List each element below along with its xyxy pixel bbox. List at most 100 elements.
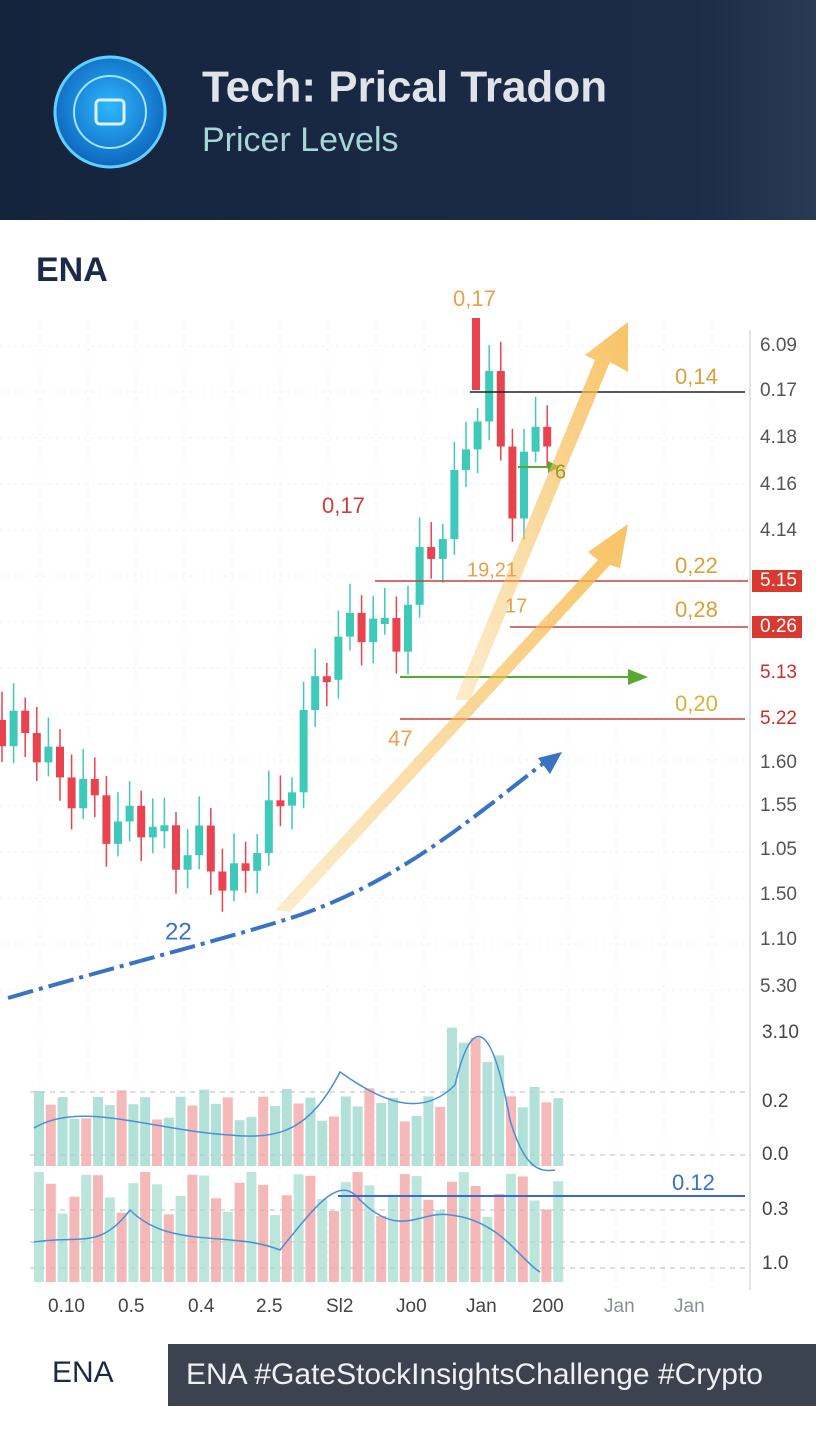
volume-bar	[352, 1172, 363, 1282]
volume-bar	[293, 1103, 304, 1166]
trend-arrow	[275, 524, 628, 912]
annotation: 0,28	[675, 597, 718, 622]
candle-body	[183, 855, 192, 870]
candle-body	[438, 538, 447, 559]
volume-bar	[517, 1107, 528, 1166]
candle-body	[56, 746, 64, 778]
x-axis-label: Jan	[674, 1296, 705, 1317]
volume-bar	[34, 1091, 44, 1166]
annotation: 22	[165, 918, 192, 945]
candle-body	[380, 618, 389, 625]
footer-bar	[168, 1344, 816, 1406]
volume-bar	[163, 1117, 174, 1166]
candle-body	[496, 371, 505, 447]
candle-body	[485, 371, 494, 422]
candle-body	[90, 778, 99, 796]
volume-bar	[246, 1172, 257, 1282]
volume-bar	[364, 1185, 375, 1282]
volume-bar	[270, 1105, 280, 1166]
volume-bar	[116, 1090, 127, 1166]
x-axis-label: 2.5	[256, 1296, 282, 1317]
candle-body	[357, 612, 366, 643]
annotation: 6	[555, 461, 566, 483]
x-axis-label: 0.10	[48, 1296, 85, 1317]
x-axis-label: 0.4	[188, 1296, 215, 1317]
volume-bar	[152, 1119, 162, 1166]
candle-body	[311, 676, 320, 710]
volume-line	[33, 1035, 556, 1172]
volume-bar	[470, 1186, 481, 1282]
volume-bar	[388, 1194, 398, 1282]
volume-bar	[447, 1181, 457, 1282]
volume-bar	[376, 1215, 387, 1282]
candle-body	[195, 825, 204, 856]
candle-body	[369, 618, 378, 643]
candle-body	[276, 800, 285, 807]
volume-bar	[482, 1216, 493, 1282]
x-axis-label: Sl2	[326, 1296, 353, 1317]
volume-bar	[57, 1213, 68, 1282]
label-box	[752, 570, 802, 592]
volume-bar	[258, 1184, 269, 1282]
volume-bar	[411, 1176, 422, 1282]
candle-body	[253, 853, 262, 871]
candle-body	[543, 426, 552, 447]
candle-body	[102, 795, 111, 844]
price-axis-label: 5.13	[760, 662, 797, 683]
volume-bar	[340, 1096, 351, 1166]
volume-bar	[57, 1097, 68, 1166]
volume-bar	[506, 1096, 516, 1166]
volume-bar	[175, 1096, 186, 1166]
volume-bar	[116, 1212, 127, 1282]
volume-bar	[435, 1210, 446, 1282]
x-axis-label: 0.5	[118, 1296, 144, 1317]
price-axis-label: 1.05	[760, 839, 797, 860]
volume-bar	[529, 1200, 540, 1282]
price-axis-label: 5.15	[760, 570, 797, 591]
volume-bar	[69, 1118, 80, 1166]
annotation: 19,21	[467, 559, 517, 581]
candle-body	[114, 821, 122, 844]
price-axis-label: 5.22	[760, 708, 797, 729]
annotation: 17	[505, 595, 527, 617]
volume-bar	[93, 1175, 103, 1282]
volume-bar	[45, 1104, 56, 1166]
candle-body	[404, 604, 412, 652]
x-axis-label: Jo0	[396, 1296, 427, 1317]
volume-bar	[482, 1062, 493, 1166]
annotation: 0.12	[672, 1170, 715, 1195]
volume-bar	[553, 1098, 564, 1166]
candle-body	[520, 451, 528, 519]
volume-bar	[529, 1086, 540, 1166]
title: Tech: Prical Tradon	[202, 63, 607, 112]
volume-bar	[93, 1096, 103, 1166]
volume-bar	[376, 1103, 387, 1166]
label-box	[752, 616, 802, 638]
logo-icon-glyph	[94, 98, 126, 126]
volume-bar	[104, 1105, 115, 1166]
candle-body	[9, 710, 18, 747]
price-axis-label: 1.60	[760, 752, 797, 773]
volume-bar	[399, 1121, 410, 1166]
volume-bar	[81, 1118, 92, 1166]
volume-bar	[104, 1197, 115, 1282]
volume-axis-label: 0.0	[762, 1144, 788, 1165]
candle-body	[67, 777, 76, 809]
price-axis-label: 0.26	[760, 616, 797, 637]
x-axis-label: Jan	[604, 1296, 635, 1317]
volume-bar	[388, 1097, 398, 1166]
arrow-head	[628, 669, 648, 685]
volume-bar	[494, 1193, 505, 1282]
footer-tags: ENA #GateStockInsightsChallenge #Crypto	[186, 1358, 763, 1391]
arrow-head	[538, 752, 562, 774]
candle-body	[473, 421, 482, 450]
candle-body	[346, 612, 354, 637]
volume-bar	[152, 1184, 162, 1282]
candle-body	[148, 826, 157, 838]
volume-bar	[517, 1176, 528, 1282]
volume-bar	[234, 1182, 245, 1282]
candle-body	[531, 426, 540, 452]
volume-bar	[411, 1115, 422, 1166]
candle-body	[462, 449, 470, 471]
